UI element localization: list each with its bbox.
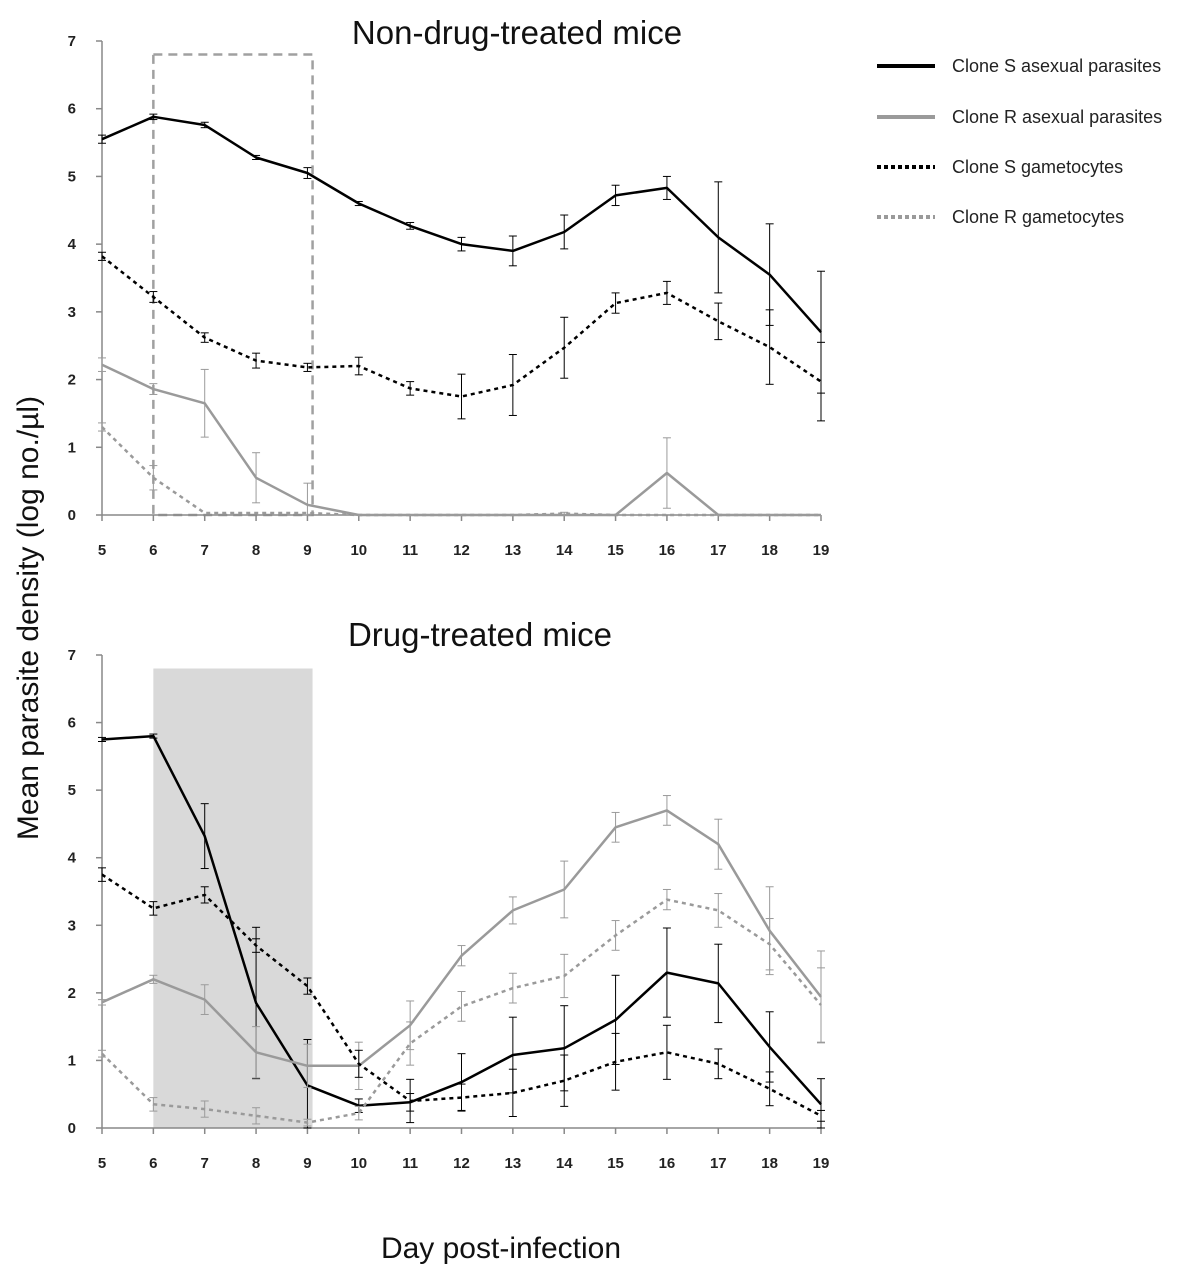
x-tick-label: 13 bbox=[505, 1155, 522, 1172]
y-axis-title: Mean parasite density (log no./µl) bbox=[12, 396, 45, 840]
y-tick-label: 6 bbox=[68, 101, 76, 118]
y-tick-label: 6 bbox=[68, 715, 76, 732]
x-tick-label: 10 bbox=[350, 1155, 367, 1172]
treatment-period-shading bbox=[153, 668, 313, 1128]
y-tick-label: 3 bbox=[68, 304, 76, 321]
x-tick-label: 8 bbox=[252, 542, 260, 559]
x-tick-label: 5 bbox=[98, 1155, 106, 1172]
series-line-clone-s-gametocytes bbox=[101, 255, 822, 398]
x-tick-label: 16 bbox=[659, 1155, 676, 1172]
y-tick-label: 0 bbox=[68, 507, 76, 524]
y-tick-label: 1 bbox=[68, 439, 76, 456]
x-tick-label: 11 bbox=[402, 1155, 418, 1172]
y-tick-label: 1 bbox=[68, 1052, 76, 1069]
x-tick-label: 19 bbox=[813, 542, 830, 559]
x-tick-label: 15 bbox=[607, 542, 624, 559]
x-tick-label: 12 bbox=[453, 1155, 470, 1172]
x-tick-label: 14 bbox=[556, 1155, 573, 1172]
x-axis-title: Day post-infection bbox=[381, 1232, 621, 1265]
legend-label-clone-s-gametocytes: Clone S gametocytes bbox=[952, 157, 1123, 177]
series-line-clone-r-gametocytes bbox=[101, 898, 822, 1124]
y-tick-label: 3 bbox=[68, 917, 76, 934]
x-tick-label: 12 bbox=[453, 542, 470, 559]
x-tick-label: 13 bbox=[505, 542, 522, 559]
x-tick-label: 18 bbox=[761, 1155, 778, 1172]
x-tick-label: 10 bbox=[350, 542, 367, 559]
series-line-clone-s-asexual-parasites bbox=[101, 734, 822, 1107]
x-tick-label: 5 bbox=[98, 542, 106, 559]
y-tick-label: 5 bbox=[68, 168, 76, 185]
x-tick-label: 17 bbox=[710, 1155, 727, 1172]
legend-label-clone-r-asexual: Clone R asexual parasites bbox=[952, 107, 1162, 127]
series-line-clone-s-gametocytes bbox=[101, 873, 822, 1117]
y-tick-label: 4 bbox=[68, 850, 77, 867]
x-tick-label: 16 bbox=[659, 542, 676, 559]
x-tick-label: 8 bbox=[252, 1155, 260, 1172]
series-line-clone-s-asexual-parasites bbox=[101, 115, 822, 334]
x-tick-label: 11 bbox=[402, 542, 418, 559]
treatment-period-box bbox=[152, 53, 314, 517]
x-tick-label: 14 bbox=[556, 542, 573, 559]
legend: Clone S asexual parasites Clone R asexua… bbox=[877, 56, 1162, 227]
series-line-clone-r-asexual-parasites bbox=[101, 809, 822, 1068]
x-tick-label: 17 bbox=[710, 542, 727, 559]
panel-title-top: Non-drug-treated mice bbox=[352, 14, 682, 51]
panel-title-bottom: Drug-treated mice bbox=[348, 616, 612, 653]
x-tick-label: 6 bbox=[149, 1155, 157, 1172]
x-tick-label: 7 bbox=[201, 542, 209, 559]
x-tick-label: 7 bbox=[201, 1155, 209, 1172]
y-tick-label: 4 bbox=[68, 236, 77, 253]
y-tick-label: 2 bbox=[68, 985, 76, 1002]
series-line-clone-r-asexual-parasites bbox=[101, 363, 821, 517]
legend-label-clone-s-asexual: Clone S asexual parasites bbox=[952, 56, 1161, 76]
x-tick-label: 9 bbox=[303, 542, 311, 559]
series-line-clone-r-gametocytes bbox=[101, 426, 821, 517]
x-tick-label: 18 bbox=[761, 542, 778, 559]
x-tick-label: 15 bbox=[607, 1155, 624, 1172]
x-tick-label: 9 bbox=[303, 1155, 311, 1172]
y-tick-label: 5 bbox=[68, 782, 76, 799]
y-tick-label: 7 bbox=[68, 647, 76, 664]
x-tick-label: 6 bbox=[149, 542, 157, 559]
y-tick-label: 7 bbox=[68, 33, 76, 50]
y-tick-label: 2 bbox=[68, 372, 76, 389]
y-tick-label: 0 bbox=[68, 1120, 76, 1137]
x-tick-label: 19 bbox=[813, 1155, 830, 1172]
legend-label-clone-r-gametocytes: Clone R gametocytes bbox=[952, 207, 1124, 227]
